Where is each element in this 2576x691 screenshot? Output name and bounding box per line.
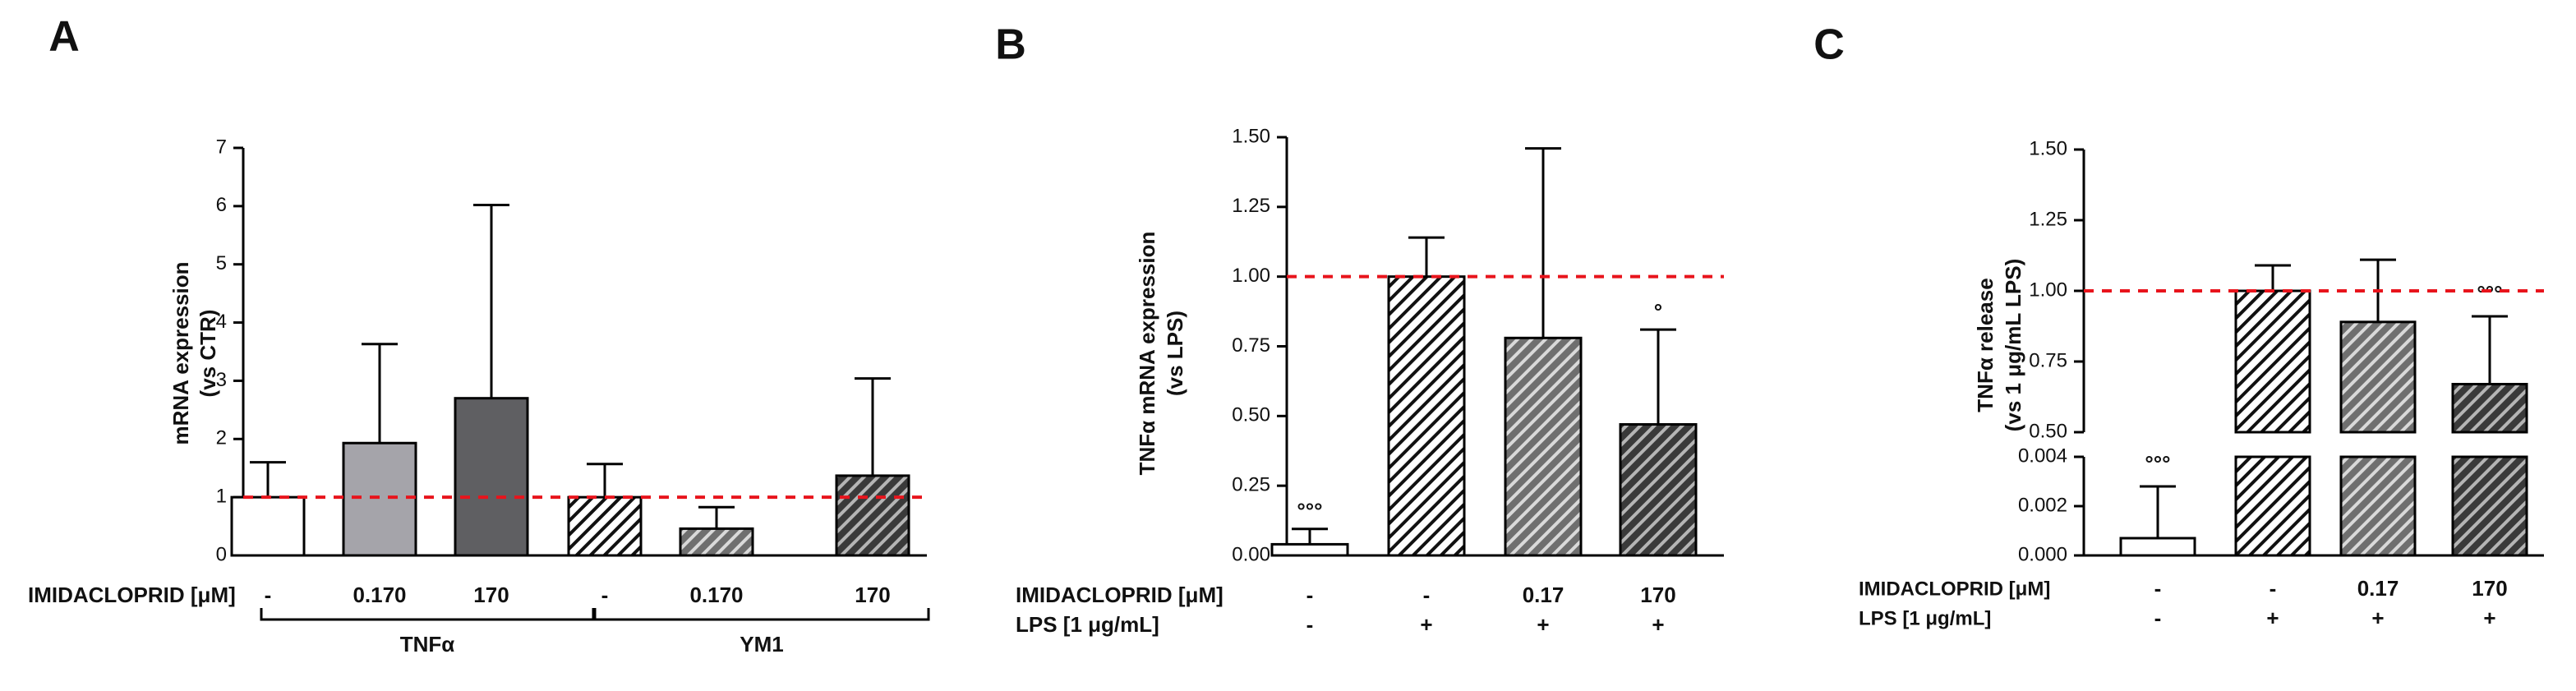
y-tick-label: 0.000 <box>2018 543 2067 565</box>
x-category-label: + <box>2483 606 2495 630</box>
group-label: YM1 <box>740 632 783 656</box>
x-category-label: 0.170 <box>689 583 743 607</box>
x-category-label: - <box>1306 583 1314 607</box>
bar-0 <box>1270 542 1349 557</box>
group-label: TNFα <box>400 632 455 656</box>
x-category-label: - <box>265 583 272 607</box>
bar-1-upper <box>2234 289 2311 434</box>
y-tick-label: 0.25 <box>1232 474 1270 496</box>
y-tick-label: 4 <box>216 311 227 333</box>
significance-mark: °°° <box>2145 451 2170 476</box>
bar-4 <box>679 527 754 557</box>
x-category-label: - <box>2154 576 2162 601</box>
panel-c-chart: C TNFα release (vs 1 μg/mL LPS) 0.50 0.75 1.0… <box>1813 21 2544 630</box>
x-category-label: - <box>2270 576 2277 601</box>
y-tick-label: 1.50 <box>1232 125 1270 147</box>
y-axis-label-line1: TNFα release <box>1973 278 1998 412</box>
x-category-label: 0.17 <box>2357 576 2399 601</box>
panel-label-a: A <box>48 13 80 61</box>
bar-2-upper <box>2339 320 2417 434</box>
row-label-imidacloprid: IMIDACLOPRID [μM] <box>1859 578 2050 600</box>
y-tick-label: 7 <box>216 136 227 158</box>
y-tick-label: 0.00 <box>1232 543 1270 565</box>
bar-0 <box>230 495 306 557</box>
bar-3 <box>567 495 643 557</box>
x-category-label: 170 <box>2472 576 2507 601</box>
y-tick-label: 0.002 <box>2018 494 2067 516</box>
y-tick-label: 1.50 <box>2029 137 2067 159</box>
bar-1 <box>1387 275 1466 557</box>
bar-0 <box>2119 537 2196 557</box>
group-bracket <box>260 608 595 621</box>
panel-label-c: C <box>1813 21 1845 69</box>
y-tick-label: 3 <box>216 369 227 391</box>
y-tick-label: 2 <box>216 427 227 449</box>
x-category-label: 170 <box>473 583 509 607</box>
bar-3 <box>1619 423 1698 557</box>
panel-label-b: B <box>995 21 1026 69</box>
significance-mark: °°° <box>2477 281 2502 306</box>
x-category-label: 0.17 <box>1523 583 1564 607</box>
y-tick-label: 0.75 <box>1232 334 1270 357</box>
x-category-label: + <box>2266 606 2279 630</box>
bar-3-lower <box>2451 455 2528 557</box>
y-tick-label: 5 <box>216 252 227 274</box>
x-category-label: - <box>1306 612 1314 637</box>
x-category-label: - <box>601 583 609 607</box>
panel-b-chart: B TNFα mRNA expression (vs LPS) 0.00 0.25 0.5… <box>995 21 1724 637</box>
y-axis-label-line2: (vs LPS) <box>1163 311 1187 396</box>
y-tick-label: 1 <box>216 485 227 507</box>
x-category-label: 170 <box>855 583 890 607</box>
y-tick-label: 1.25 <box>2029 208 2067 230</box>
y-tick-label: 0 <box>216 543 227 565</box>
bar-3-upper <box>2451 383 2528 434</box>
bar-5 <box>835 474 910 557</box>
y-axis-label-line1: mRNA expression <box>168 262 193 445</box>
bar-2 <box>1504 336 1583 557</box>
group-bracket <box>593 608 930 621</box>
y-axis-label-line2: (vs 1 μg/mL LPS) <box>2001 259 2025 431</box>
bar-1-lower <box>2234 455 2311 557</box>
bar-2-lower <box>2339 455 2417 557</box>
significance-mark: ° <box>1654 299 1662 324</box>
x-category-label: + <box>1537 612 1549 637</box>
bar-1 <box>342 441 417 557</box>
y-tick-label: 0.004 <box>2018 445 2067 467</box>
row-label-lps: LPS [1 μg/mL] <box>1859 607 1991 629</box>
y-tick-label: 0.50 <box>2029 420 2067 442</box>
x-category-label: + <box>1420 612 1432 637</box>
y-tick-label: 0.50 <box>1232 404 1270 426</box>
y-tick-label: 1.00 <box>1232 265 1270 287</box>
x-category-label: - <box>2154 606 2162 630</box>
row-label-imidacloprid: IMIDACLOPRID [μM] <box>28 583 236 607</box>
row-label-imidacloprid: IMIDACLOPRID [μM] <box>1016 583 1223 607</box>
y-tick-label: 6 <box>216 194 227 216</box>
y-tick-label: 0.75 <box>2029 349 2067 371</box>
row-label-lps: LPS [1 μg/mL] <box>1016 612 1159 637</box>
y-tick-label: 1.00 <box>2029 279 2067 301</box>
significance-mark: °°° <box>1297 499 1322 523</box>
x-category-label: 0.170 <box>353 583 406 607</box>
y-axis-label-line2: (vs CTR) <box>196 310 220 398</box>
x-category-label: + <box>2371 606 2384 630</box>
x-category-label: + <box>1652 612 1664 637</box>
x-category-label: - <box>1423 583 1431 607</box>
x-category-label: 170 <box>1640 583 1675 607</box>
y-tick-label: 1.25 <box>1232 195 1270 217</box>
bar-2 <box>454 397 529 557</box>
y-axis-label-line1: TNFα mRNA expression <box>1135 232 1159 476</box>
